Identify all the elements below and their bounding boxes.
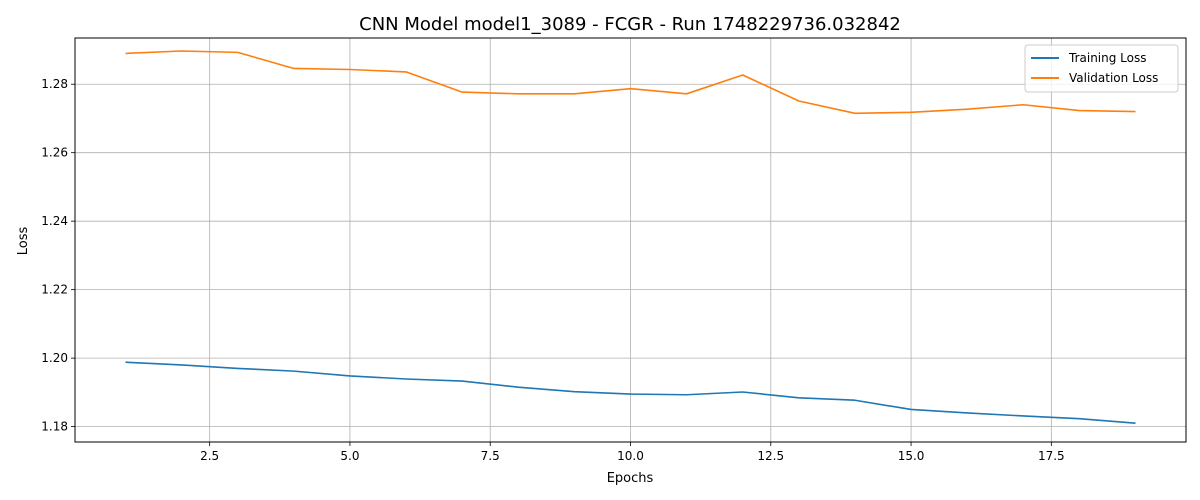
x-tick-label: 2.5: [200, 449, 219, 463]
y-tick-label: 1.22: [41, 283, 68, 297]
x-axis-label: Epochs: [607, 471, 654, 486]
legend-label-validation: Validation Loss: [1069, 71, 1158, 85]
validation-loss-line: [125, 50, 1136, 115]
x-tick-label: 12.5: [757, 449, 784, 463]
grid: [75, 38, 1186, 442]
series-lines: [125, 50, 1136, 424]
x-tick-label: 17.5: [1038, 449, 1065, 463]
y-tick-label: 1.28: [41, 77, 68, 91]
legend-label-training: Training Loss: [1068, 51, 1146, 65]
x-tick-label: 10.0: [617, 449, 644, 463]
chart-title: CNN Model model1_3089 - FCGR - Run 17482…: [359, 14, 901, 35]
y-tick-label: 1.26: [41, 146, 68, 160]
x-tick-label: 15.0: [898, 449, 925, 463]
x-tick-label: 7.5: [481, 449, 500, 463]
legend-box: [1024, 44, 1179, 93]
x-axis-ticks: 2.5 5.0 7.5 10.0 12.5 15.0 17.5: [200, 442, 1065, 463]
y-tick-label: 1.20: [41, 351, 68, 365]
y-tick-label: 1.18: [41, 420, 68, 434]
y-tick-label: 1.24: [41, 214, 68, 228]
training-loss-line: [125, 361, 1136, 424]
y-axis-label: Loss: [16, 227, 31, 256]
y-axis-ticks: 1.18 1.20 1.22 1.24 1.26 1.28: [41, 77, 75, 434]
x-tick-label: 5.0: [340, 449, 359, 463]
legend: Training Loss Validation Loss: [1024, 44, 1179, 93]
